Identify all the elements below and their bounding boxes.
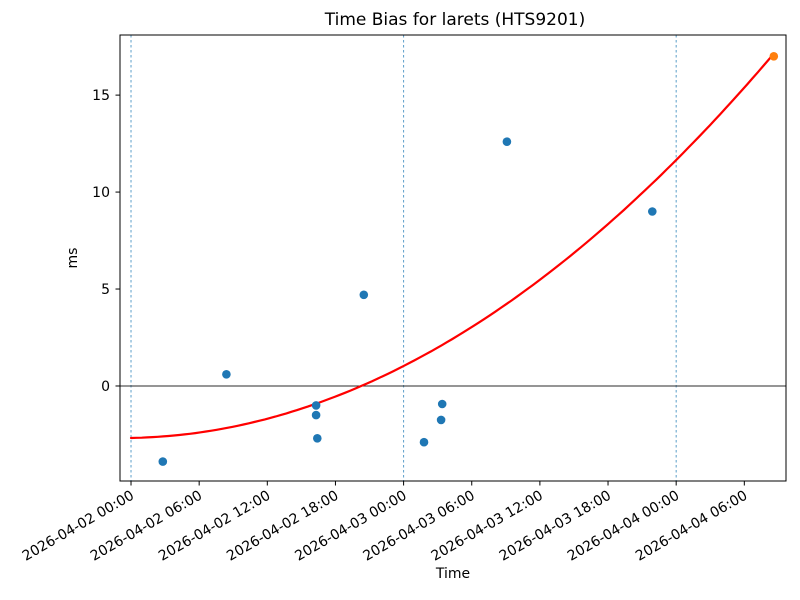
observation-point	[311, 401, 321, 410]
observation-point	[313, 434, 322, 443]
observation-point	[502, 137, 512, 146]
fit-curve-layer	[129, 52, 775, 440]
x-tick-label: 2026-04-03 18:00	[497, 488, 614, 565]
y-tick-label: 0	[101, 379, 110, 395]
plot-border	[119, 34, 787, 482]
y-tick-label: 15	[92, 88, 110, 104]
observation-point	[436, 415, 446, 425]
scatter-layer	[158, 52, 779, 466]
chart-title: Time Bias for larets (HTS9201)	[324, 10, 585, 30]
observation-point	[359, 290, 369, 300]
x-tick-label: 2026-04-03 06:00	[360, 488, 477, 565]
reference-lines-layer	[120, 35, 786, 481]
x-tick-label: 2026-04-04 00:00	[565, 488, 682, 565]
x-tick-label: 2026-04-03 12:00	[429, 488, 546, 565]
x-tick-label: 2026-04-02 12:00	[156, 488, 273, 565]
x-axis-label: Time	[435, 566, 470, 582]
observation-point	[648, 207, 657, 216]
y-tick-label: 10	[92, 185, 110, 201]
x-tick-label: 2026-04-02 18:00	[224, 488, 341, 565]
observation-point	[158, 457, 168, 466]
observation-point	[311, 410, 321, 420]
x-tick-label: 2026-04-03 00:00	[292, 488, 409, 565]
y-axis-label: ms	[65, 248, 81, 269]
observation-point	[437, 399, 447, 409]
x-tick-label: 2026-04-02 06:00	[88, 488, 205, 565]
y-tick-label: 5	[101, 282, 110, 298]
x-tick-label: 2026-04-02 00:00	[20, 488, 137, 565]
observation-point	[222, 370, 231, 379]
fit-curve	[129, 52, 775, 440]
prediction-point	[769, 52, 779, 61]
observation-point	[419, 437, 429, 447]
x-tick-label: 2026-04-04 06:00	[633, 488, 750, 565]
